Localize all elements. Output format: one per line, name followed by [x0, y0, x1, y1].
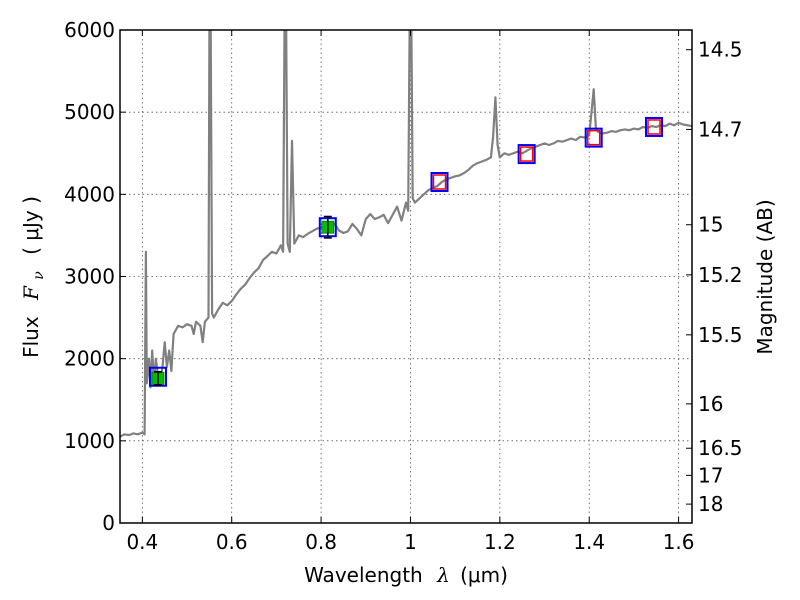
observed-flux-box	[432, 174, 447, 190]
y-axis-label-symbol: F	[19, 285, 43, 301]
ticks	[120, 29, 692, 524]
y-tick-label: 1000	[64, 429, 115, 453]
y-tick-label: 5000	[64, 100, 115, 124]
x-axis-label-text: Wavelength	[304, 563, 423, 587]
x-tick-label: 1	[404, 530, 417, 554]
x-tick-label: 0.6	[216, 530, 248, 554]
y-tick-label: 4000	[64, 182, 115, 206]
mag-tick-label: 16.5	[698, 436, 743, 460]
y-axis-label-unit: ( μJy )	[19, 196, 43, 255]
mag-tick-label: 17	[698, 463, 723, 487]
mag-tick-label: 15.2	[698, 263, 743, 287]
data-layer	[120, 30, 692, 438]
y-tick-label: 2000	[64, 347, 115, 371]
x-axis-label: Wavelength λ (μm)	[304, 563, 508, 587]
observed-flux-box	[586, 129, 601, 146]
mag-tick-label: 15	[698, 213, 723, 237]
x-tick-label: 0.8	[305, 530, 337, 554]
y-tick-label: 0	[102, 511, 115, 535]
mag-tick-label: 14.7	[698, 117, 743, 141]
y-tick-label: 3000	[64, 265, 115, 289]
y2-axis-label: Magnitude (AB)	[753, 199, 777, 354]
mag-tick-label: 16	[698, 392, 723, 416]
y-axis-label-text: Flux	[19, 316, 43, 358]
observed-flux-box	[519, 146, 534, 162]
mag-tick-label: 15.5	[698, 323, 743, 347]
y-tick-label: 6000	[64, 18, 115, 42]
model-flux-box	[645, 116, 664, 137]
x-tick-label: 1.4	[573, 530, 605, 554]
x-axis-label-symbol: λ	[436, 563, 450, 587]
mag-tick-label: 18	[698, 492, 723, 516]
y-axis-label: Flux F ν ( μJy )	[19, 196, 48, 358]
observed-flux-box	[647, 119, 661, 135]
model-flux-box	[517, 144, 536, 165]
tick-labels: 0.4 0.6 0.8 1 1.2 1.4 1.6 0 1000 2000 3000 4000 5000…	[64, 18, 742, 554]
x-tick-label: 0.4	[126, 530, 158, 554]
y-axis-label-subscript: ν	[31, 271, 47, 280]
x-tick-label: 1.2	[484, 530, 516, 554]
mag-tick-label: 14.5	[698, 38, 743, 62]
x-axis-label-unit: (μm)	[460, 563, 508, 587]
model-flux-box	[430, 172, 449, 193]
x-tick-label: 1.6	[663, 530, 695, 554]
model-flux-box	[584, 127, 603, 148]
